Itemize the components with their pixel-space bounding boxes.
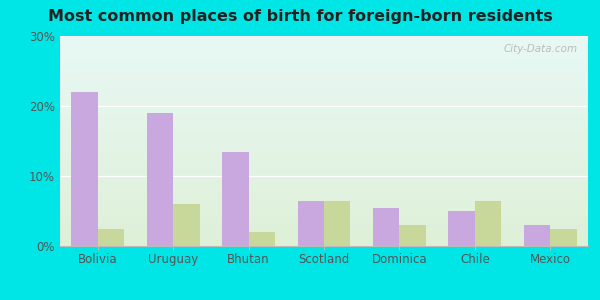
Bar: [448, 211, 475, 246]
Bar: [248, 232, 275, 246]
Bar: [324, 200, 350, 246]
Bar: [524, 225, 550, 246]
Bar: [71, 92, 98, 246]
Bar: [147, 113, 173, 246]
Bar: [222, 152, 248, 246]
Bar: [475, 200, 501, 246]
Bar: [173, 204, 200, 246]
Bar: [98, 229, 124, 246]
Bar: [550, 229, 577, 246]
Bar: [400, 225, 426, 246]
Bar: [373, 208, 400, 246]
Text: Most common places of birth for foreign-born residents: Most common places of birth for foreign-…: [47, 9, 553, 24]
Bar: [298, 200, 324, 246]
Text: City-Data.com: City-Data.com: [503, 44, 577, 54]
